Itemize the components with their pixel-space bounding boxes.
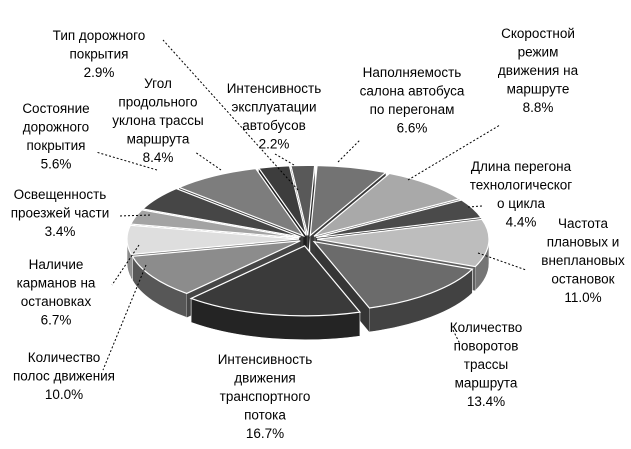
slice-label-line: Длина перегона (471, 159, 572, 174)
slice-value-label: 6.6% (397, 121, 428, 136)
slice-label: Наличие карманов на остановках 6.7% (17, 257, 96, 328)
slice-label-line: движения (234, 371, 295, 386)
slice-value-label: 11.0% (564, 290, 601, 305)
leader-line (111, 244, 140, 286)
slice-label: Скоростной режим движения на маршруте 8.8% (498, 26, 579, 115)
leader-line (162, 39, 299, 191)
slice-value-label: 16.7% (246, 426, 284, 441)
slice-label: Интенсивность движения транспортного потока… (218, 352, 313, 441)
slice-label-line: Количество (450, 320, 523, 335)
slice-label-line: дорожного (23, 120, 89, 135)
slice-label-line: эксплуатации (231, 100, 316, 115)
slice-label-line: автобусов (242, 118, 306, 133)
leader-line (95, 151, 158, 171)
pie-slice (131, 240, 301, 295)
slice-label-line: Наполняемость (363, 65, 462, 80)
slice-label-line: трассы (464, 357, 508, 372)
pie-slice (189, 245, 362, 317)
slice-label: Состояние дорожного покрытия 5.6% (22, 101, 89, 172)
slice-label-line: Количество (28, 350, 101, 365)
slice-label-line: Частота (558, 216, 609, 231)
slice-label-line: Интенсивность (227, 81, 322, 96)
slice-label-line: полос движения (13, 369, 115, 384)
leader-line (194, 151, 222, 171)
pie-slice (129, 209, 300, 239)
leader-line (102, 264, 147, 371)
slice-value-label: 4.4% (506, 215, 537, 230)
pie-slice (309, 164, 388, 237)
leader-line (337, 139, 361, 163)
slice-label-line: внеплановых (541, 253, 625, 268)
slice-label-line: проезжей части (11, 206, 110, 221)
slice-label: Интенсивность эксплуатации автобусов 2.2% (227, 81, 322, 152)
pie-slices (126, 164, 490, 317)
slice-value-label: 2.2% (259, 137, 290, 152)
pie-slice (141, 187, 301, 238)
slice-label: Наполняемость салона автобуса по перегонам… (360, 65, 465, 136)
slice-label-line: потока (244, 408, 286, 423)
slice-label: Частота плановых и внеплановых остановок 11.… (541, 216, 625, 305)
slice-label-line: Состояние (22, 101, 89, 116)
leader-line (119, 214, 151, 217)
pie-slice (313, 172, 461, 237)
slice-label-line: остановках (21, 294, 92, 309)
slice-label-line: по перегонам (370, 102, 455, 117)
slice-value-label: 8.4% (143, 150, 174, 165)
slice-label-line: Угол (144, 76, 172, 91)
pie-slice (316, 218, 490, 268)
slice-label-line: Интенсивность (218, 352, 313, 367)
slice-label-line: движения на (498, 63, 579, 78)
slice-label-line: покрытия (70, 47, 129, 62)
slice-label-line: продольного (118, 95, 197, 110)
slice-label-line: поворотов (454, 339, 519, 354)
slice-value-label: 10.0% (45, 387, 83, 402)
slice-label: Количество поворотов трассы маршрута 13.4% (450, 320, 523, 409)
leader-lines (95, 39, 527, 371)
leader-line (407, 124, 501, 181)
leader-line (477, 252, 527, 271)
slice-label-line: покрытия (27, 138, 86, 153)
slice-label-line: маршрута (455, 376, 518, 391)
slice-value-label: 5.6% (41, 157, 72, 172)
slice-label-line: технологическог (470, 178, 573, 193)
slice-value-label: 3.4% (45, 224, 76, 239)
slice-label-line: о цикла (497, 196, 545, 211)
slice-label-line: Скоростной (501, 26, 575, 41)
pie-slice (312, 240, 474, 309)
slice-value-label: 13.4% (467, 394, 505, 409)
slice-label-line: Наличие (29, 257, 84, 272)
pie-slice (257, 165, 307, 236)
leader-line (452, 329, 461, 345)
pie-slice (177, 167, 305, 238)
slice-label-line: маршрута (127, 132, 190, 147)
slice-value-label: 6.7% (41, 313, 72, 328)
slice-label-line: режим (518, 45, 559, 60)
slice-label-line: плановых и (547, 235, 620, 250)
slice-label-line: транспортного (220, 389, 311, 404)
slice-value-label: 8.8% (523, 100, 554, 115)
slice-label-line: Тип дорожного (53, 28, 146, 43)
slice-label: Освещенность проезжей части 3.4% (11, 187, 110, 239)
pie-slice (126, 224, 300, 256)
slice-label: Тип дорожного покрытия 2.9% (53, 28, 146, 80)
slice-label-line: маршруте (507, 82, 570, 97)
leader-line (274, 153, 295, 166)
pie-slice (316, 199, 483, 239)
slice-value-label: 2.9% (84, 65, 115, 80)
slice-label-line: остановок (551, 272, 614, 287)
slice-label-line: уклона трассы (112, 113, 203, 128)
slice-label-line: салона автобуса (360, 84, 465, 99)
slice-label-line: карманов на (17, 276, 96, 291)
pie-slice (290, 164, 316, 236)
slice-labels: Наполняемость салона автобуса по перегонам… (11, 26, 625, 441)
slice-label: Длина перегона технологическог о цикла 4.4% (470, 159, 573, 230)
slice-label-line: Освещенность (14, 187, 107, 202)
slice-label: Угол продольного уклона трассы маршрута 8.4% (112, 76, 203, 165)
slice-label: Количество полос движения 10.0% (13, 350, 115, 402)
